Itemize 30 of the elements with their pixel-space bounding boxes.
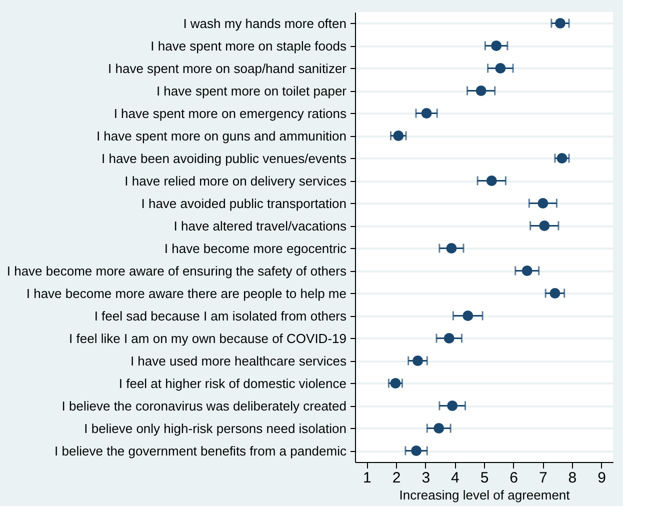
x-tick-label: 6 (510, 470, 518, 486)
y-tick-label: I have spent more on guns and ammunition (96, 128, 346, 144)
y-tick-label: I have altered travel/vacations (174, 218, 347, 234)
x-tick-label: 3 (422, 470, 430, 486)
x-tick-label: 9 (598, 470, 606, 486)
y-tick-label: I have avoided public transportation (141, 196, 346, 211)
x-tick-label: 2 (392, 470, 401, 486)
x-tick-label: 1 (363, 470, 372, 486)
y-tick-label: I feel sad because I am isolated from others (94, 308, 347, 324)
y-tick-label: I wash my hands more often (183, 16, 346, 31)
x-tick-label: 8 (568, 470, 577, 486)
x-axis-title: Increasing level of agreement (399, 488, 570, 502)
y-tick-label: I feel at higher risk of domestic violence (118, 376, 346, 391)
y-tick-label: I believe the coronavirus was deliberately created (62, 398, 346, 414)
y-tick-label: I have become more aware there are people to help me (26, 286, 346, 301)
y-tick-label: I have become more egocentric (164, 240, 347, 256)
y-tick-label: I have spent more on emergency rations (114, 106, 347, 121)
y-tick-label: I have spent more on toilet paper (156, 83, 348, 98)
y-tick-label: I have used more healthcare services (130, 353, 347, 368)
y-tick-label: I have spent more on staple foods (150, 38, 347, 54)
x-tick-label: 5 (480, 470, 489, 486)
y-tick-label: I have been avoiding public venues/events (101, 150, 347, 166)
y-tick-label: I have become more aware of ensuring the safety of others (6, 263, 347, 278)
y-tick-label: I feel like I am on my own because of COVID-19 (69, 330, 346, 346)
y-tick-label: I have relied more on delivery services (124, 173, 347, 188)
x-tick-label: 4 (451, 470, 460, 486)
y-tick-label: I believe only high-risk persons need isolation (84, 420, 346, 436)
y-tick-label: I have spent more on soap/hand sanitizer (108, 60, 348, 76)
x-tick-label: 7 (538, 470, 548, 486)
y-tick-label: I believe the government benefits from a pandemic (54, 443, 347, 458)
